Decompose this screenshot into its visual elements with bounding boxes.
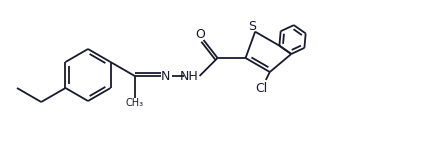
Text: N: N — [161, 69, 170, 82]
Text: S: S — [248, 20, 256, 33]
Text: CH₃: CH₃ — [126, 98, 144, 108]
Text: O: O — [196, 29, 205, 42]
Text: NH: NH — [180, 69, 199, 82]
Text: Cl: Cl — [256, 82, 268, 95]
